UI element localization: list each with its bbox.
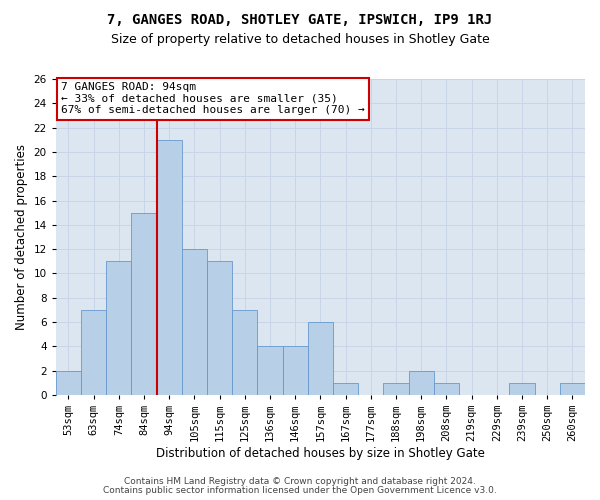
Text: Size of property relative to detached houses in Shotley Gate: Size of property relative to detached ho… bbox=[110, 32, 490, 46]
Text: Contains HM Land Registry data © Crown copyright and database right 2024.: Contains HM Land Registry data © Crown c… bbox=[124, 477, 476, 486]
Bar bbox=[560, 383, 585, 395]
Bar bbox=[257, 346, 283, 395]
Text: 7 GANGES ROAD: 94sqm
← 33% of detached houses are smaller (35)
67% of semi-detac: 7 GANGES ROAD: 94sqm ← 33% of detached h… bbox=[61, 82, 365, 116]
Bar bbox=[383, 383, 409, 395]
Y-axis label: Number of detached properties: Number of detached properties bbox=[15, 144, 28, 330]
Bar bbox=[182, 249, 207, 395]
Text: 7, GANGES ROAD, SHOTLEY GATE, IPSWICH, IP9 1RJ: 7, GANGES ROAD, SHOTLEY GATE, IPSWICH, I… bbox=[107, 12, 493, 26]
Bar bbox=[333, 383, 358, 395]
Bar bbox=[232, 310, 257, 395]
Bar bbox=[509, 383, 535, 395]
X-axis label: Distribution of detached houses by size in Shotley Gate: Distribution of detached houses by size … bbox=[156, 447, 485, 460]
Bar bbox=[283, 346, 308, 395]
Bar bbox=[207, 262, 232, 395]
Bar bbox=[106, 262, 131, 395]
Text: Contains public sector information licensed under the Open Government Licence v3: Contains public sector information licen… bbox=[103, 486, 497, 495]
Bar bbox=[56, 370, 81, 395]
Bar bbox=[434, 383, 459, 395]
Bar bbox=[308, 322, 333, 395]
Bar bbox=[409, 370, 434, 395]
Bar bbox=[81, 310, 106, 395]
Bar bbox=[157, 140, 182, 395]
Bar bbox=[131, 212, 157, 395]
